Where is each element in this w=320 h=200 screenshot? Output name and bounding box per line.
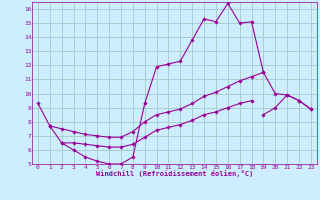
- X-axis label: Windchill (Refroidissement éolien,°C): Windchill (Refroidissement éolien,°C): [96, 170, 253, 177]
